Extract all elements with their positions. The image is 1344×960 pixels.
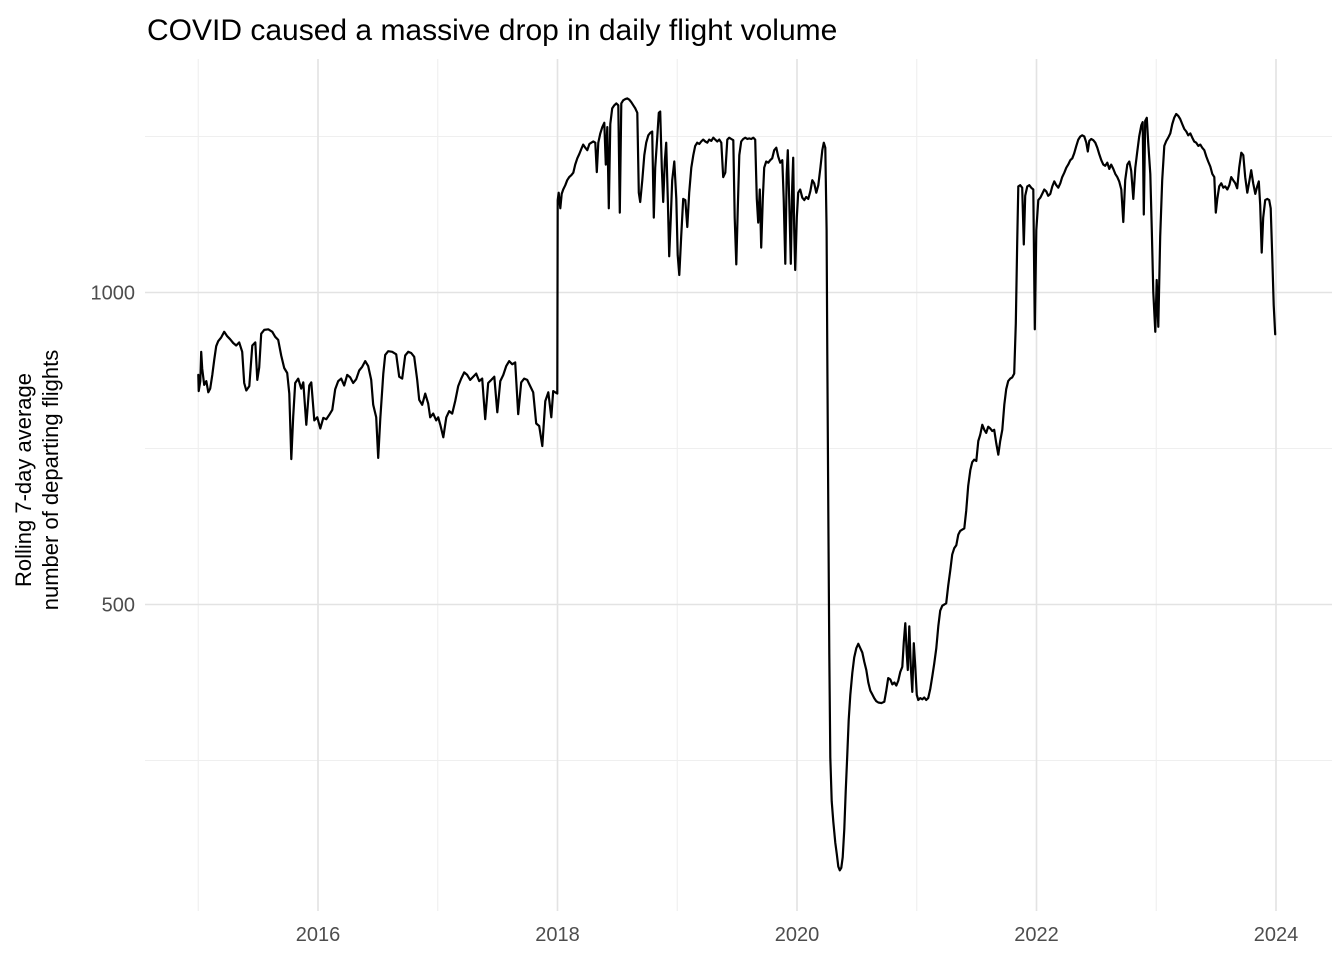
chart-title: COVID caused a massive drop in daily fli… <box>147 14 837 47</box>
y-axis-tick-label-1000: 1000 <box>91 283 136 305</box>
x-axis-tick-label-2024: 2024 <box>1254 924 1299 946</box>
y-axis-title: Rolling 7-day average number of departin… <box>11 350 63 611</box>
y-axis-tick-label-500: 500 <box>102 595 135 617</box>
x-axis-tick-label-2018: 2018 <box>535 924 580 946</box>
chart-line <box>197 97 1277 872</box>
y-axis-title-line-1: Rolling 7-day average <box>11 373 36 587</box>
y-axis-title-line-2: number of departing flights <box>38 350 63 611</box>
x-axis-tick-labels: 2016 2018 2020 2022 2024 <box>296 924 1299 946</box>
x-axis-tick-label-2016: 2016 <box>296 924 341 946</box>
x-axis-tick-label-2020: 2020 <box>775 924 820 946</box>
y-axis-tick-labels: 500 1000 <box>91 283 136 617</box>
x-axis-tick-label-2022: 2022 <box>1014 924 1059 946</box>
flights-line-series <box>197 97 1277 872</box>
